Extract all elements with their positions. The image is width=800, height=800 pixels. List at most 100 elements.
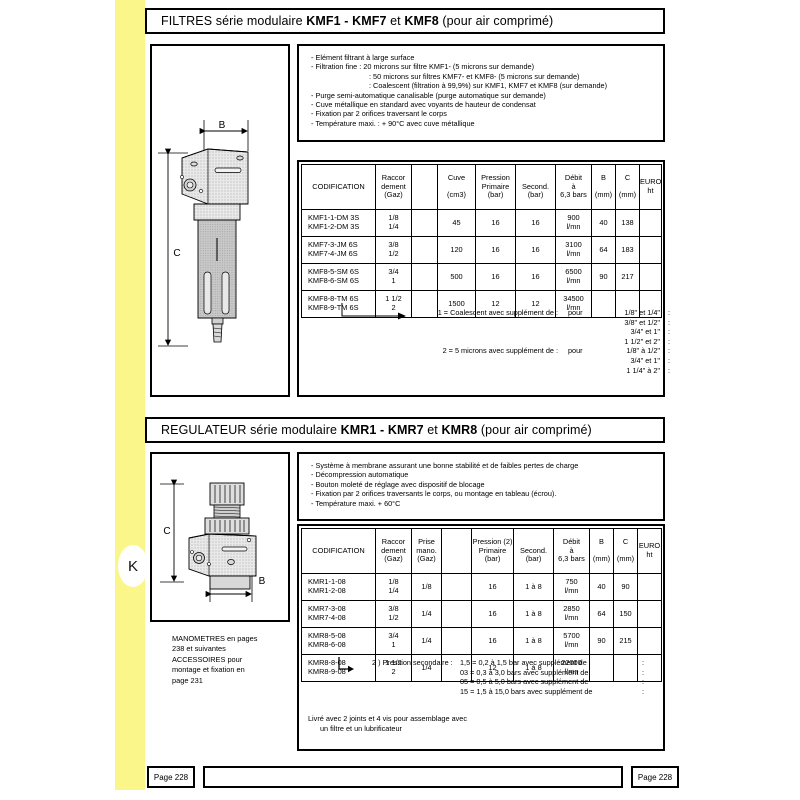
cell-secondaire: 16 (515, 236, 556, 264)
hdr-line: EURO (640, 177, 662, 187)
col-header-codification: CODIFICATION (301, 164, 376, 210)
feature-item: - Fixation par 2 orifices traversants le… (311, 489, 557, 499)
code-line: KMF7-4-JM 6S (308, 249, 358, 258)
debit-unit: l/mn (566, 276, 581, 285)
col-header-b: B (mm) (589, 528, 614, 574)
cell-codification: KMF1-1-DM 3S KMF1-2-DM 3S (301, 209, 376, 237)
debit-unit: l/mn (566, 222, 581, 231)
title-models-1: KMF1 - KMF7 (306, 14, 387, 28)
racc-line: 1/4 (388, 586, 399, 595)
section-title-regulateur: REGULATEUR série modulaire KMR1 - KMR7 e… (145, 417, 665, 443)
footnote-arrow-icon (341, 303, 406, 320)
regulator-note-2: 2 ) Pression secondaire : 1,5 = 0,2 à 1,… (372, 658, 644, 696)
cell-blank (441, 573, 472, 601)
col-header-pression-secondaire: Second. (bar) (513, 528, 554, 574)
cell-raccordement: 3/8 1/2 (375, 236, 412, 264)
hdr-line: C (622, 537, 629, 547)
delivery-line-2: un filtre et un lubrificateur (320, 723, 402, 733)
cell-primaire: 16 (475, 263, 516, 291)
regulator-spec-table: CODIFICATION Raccor dement (Gaz) Prise m… (301, 528, 662, 682)
hdr-line: (cm3) (447, 190, 466, 200)
cell-c: 215 (613, 627, 638, 655)
regulator-delivery-note: Livré avec 2 joints et 4 vis pour assemb… (308, 714, 467, 733)
filter-features-box: - Elément filtrant à large surface - Fil… (297, 44, 665, 142)
regulator-drawing-frame: C B (150, 452, 290, 622)
debit-unit: l/mn (564, 667, 579, 676)
col-header-blank (441, 528, 472, 574)
side-note-line: MANOMETRES en pages (172, 634, 258, 643)
note-size: 1/8" et 1/4" (624, 308, 660, 317)
filter-drawing-frame: B C (150, 44, 290, 397)
note-colon: : (641, 667, 644, 677)
racc-line: 3/8 (388, 604, 399, 614)
hdr-line: Second. (519, 545, 548, 555)
feature-item: : Coalescent (filtration à 99,9%) sur KM… (369, 81, 608, 91)
cell-primaire: 12 (475, 290, 516, 318)
cell-blank (441, 600, 472, 628)
hdr-line: (bar) (527, 190, 544, 200)
code-line: KMF7-3-JM 6S (308, 240, 358, 250)
racc-line: 1 (391, 276, 396, 285)
hdr-line: (mm) (618, 190, 637, 200)
note-line: 1 = Coalescent avec supplément de : pour… (408, 308, 670, 318)
svg-text:C: C (163, 526, 170, 537)
page-number-right: Page 228 (631, 766, 679, 788)
footer-center-box (203, 766, 623, 788)
cell-euro (639, 290, 662, 318)
cell-raccordement: 3/4 1 (375, 263, 412, 291)
cell-debit: 900 l/mn (555, 209, 592, 237)
cell-b: 64 (589, 600, 614, 628)
cell-raccordement: 3/4 1 (375, 627, 412, 655)
hdr-line: (mm) (616, 554, 635, 564)
col-header-pression-primaire: Pression Primaire (bar) (475, 164, 516, 210)
cell-primaire: 12 (471, 654, 514, 682)
debit-value: 22000 (561, 658, 582, 668)
hdr-line: B (601, 173, 606, 183)
col-header-euro: EURO ht (637, 528, 662, 574)
hdr-line: ht (647, 186, 654, 195)
racc-line: 3/8 (388, 240, 399, 250)
note-colon: : (667, 346, 670, 356)
debit-unit: l/mn (564, 640, 579, 649)
cell-primaire: 16 (471, 600, 514, 628)
feature-item: - Température maxi. : + 90°C avec cuve m… (311, 118, 475, 128)
title-part-1: REGULATEUR série modulaire (161, 423, 341, 437)
racc-line: 1/2 (388, 249, 399, 258)
note-label: 2 = 5 microns avec supplément de : (442, 346, 558, 356)
title-models-1: KMR1 - KMR7 (340, 423, 424, 437)
debit-value: 2850 (563, 604, 580, 614)
hdr-line: Pression (481, 173, 510, 183)
table-row: KMF8-5-SM 6S KMF8-6-SM 6S 3/4 1 500 16 1… (301, 263, 662, 291)
hdr-line: ht (646, 550, 653, 559)
hdr-line: Prise (418, 537, 435, 547)
racc-line: 1/8 (388, 577, 399, 587)
debit-unit: l/mn (564, 613, 579, 622)
hdr-line: 6,3 bars (558, 554, 585, 564)
note-text: 03 = 0,3 à 3,0 bars avec supplément de (460, 667, 589, 677)
regulator-assembly-drawing: C B (160, 479, 266, 602)
cell-euro (637, 627, 662, 655)
note-line: 1 1/2" et 2" : (408, 337, 670, 347)
index-tab-stripe (115, 0, 145, 790)
feature-item: - Système à membrane assurant une bonne … (311, 461, 579, 470)
racc-line: 2 (391, 667, 396, 676)
debit-unit: l/mn (564, 586, 579, 595)
debit-value: 900 (567, 213, 580, 223)
col-header-b: B (mm) (591, 164, 616, 210)
col-header-euro: EURO ht (639, 164, 662, 210)
racc-line: 1 1/2 (385, 294, 402, 304)
section-title-filtres-text: FILTRES série modulaire KMF1 - KMF7 et K… (161, 14, 553, 28)
hdr-line: (bar) (487, 190, 504, 200)
code-line: KMF8-9-TM 6S (308, 303, 359, 312)
code-line: KMR1-1-08 (308, 577, 346, 587)
code-line: KMR8-9-08 (308, 667, 346, 676)
note-intro: 2 ) Pression secondaire : (372, 658, 453, 667)
note-pour: pour (568, 346, 583, 356)
cell-codification: KMF8-5-SM 6S KMF8-6-SM 6S (301, 263, 376, 291)
cell-b (589, 654, 614, 682)
note-colon: : (641, 658, 644, 667)
note-line: 3/8" et 1/2" : (408, 318, 670, 328)
feature-item: - Décompression automatique (311, 470, 409, 480)
regulator-features-box: - Système à membrane assurant une bonne … (297, 452, 665, 521)
cell-blank (411, 209, 438, 237)
